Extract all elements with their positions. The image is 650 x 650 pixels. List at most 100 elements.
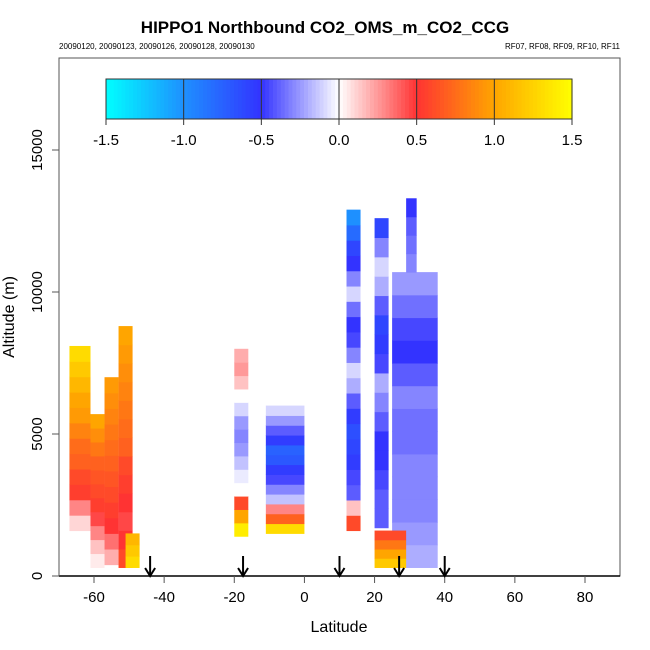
heatmap-cell: [118, 511, 133, 531]
heatmap-cell: [69, 407, 91, 424]
colorbar-swatch: [206, 79, 212, 119]
heatmap-cell: [346, 438, 361, 455]
colorbar-swatch: [513, 79, 519, 119]
colorbar-swatch: [447, 79, 453, 119]
colorbar-swatch: [203, 79, 208, 119]
heatmap-cell: [346, 499, 361, 516]
y-tick-label: 15000: [29, 129, 46, 171]
heatmap-cell: [69, 499, 91, 516]
colorbar-swatch: [261, 79, 266, 119]
colorbar-swatch: [292, 79, 297, 119]
heatmap-cell: [374, 430, 389, 451]
colorbar-swatch: [544, 79, 550, 119]
colorbar-swatch: [498, 79, 503, 119]
heatmap-cell: [374, 450, 389, 471]
heatmap-cell: [346, 347, 361, 363]
colorbar-tick-label: 1.0: [484, 132, 505, 149]
heatmap-cell: [104, 424, 119, 441]
heatmap-cell: [374, 508, 389, 529]
colorbar-swatch: [307, 79, 313, 119]
colorbar-swatch: [191, 79, 196, 119]
colorbar-swatch: [521, 79, 526, 119]
heatmap-cell: [104, 377, 119, 394]
colorbar-swatch: [346, 79, 352, 119]
heatmap-cell: [265, 474, 305, 485]
heatmap-cell: [234, 375, 249, 390]
heatmap-cell: [104, 502, 119, 519]
colorbar-swatch: [280, 79, 286, 119]
colorbar-swatch: [253, 79, 259, 119]
heatmap-cell: [69, 469, 91, 485]
arrow-head: [144, 567, 156, 578]
colorbar-swatch: [471, 79, 476, 119]
heatmap-cell: [265, 405, 305, 416]
colorbar-swatch: [148, 79, 154, 119]
heatmap-cell: [90, 428, 105, 443]
colorbar-swatch: [164, 79, 169, 119]
heatmap-cell: [118, 418, 133, 438]
heatmap-cell: [374, 489, 389, 509]
colorbar-swatch: [257, 79, 262, 119]
colorbar-swatch: [331, 79, 336, 119]
heatmap-cell: [392, 476, 438, 500]
colorbar-swatch: [436, 79, 441, 119]
colorbar-swatch: [455, 79, 460, 119]
colorbar-swatch: [385, 79, 391, 119]
colorbar-swatch: [113, 79, 119, 119]
x-tick-label: 60: [507, 589, 524, 606]
colorbar-swatch: [140, 79, 146, 119]
y-tick-label: 0: [29, 572, 46, 580]
colorbar-swatch: [144, 79, 150, 119]
heatmap-cell: [90, 414, 105, 429]
colorbar-swatch: [432, 79, 437, 119]
heatmap-cell: [90, 553, 105, 568]
colorbar-swatch: [175, 79, 181, 119]
heatmap-cell: [374, 392, 389, 413]
colorbar-swatch: [335, 79, 340, 119]
colorbar-swatch: [389, 79, 394, 119]
heatmap-cell: [265, 415, 305, 426]
colorbar-swatch: [117, 79, 123, 119]
heatmap-cell: [346, 270, 361, 287]
colorbar-swatch: [467, 79, 472, 119]
colorbar-swatch: [537, 79, 542, 119]
colorbar-tick-label: -1.0: [171, 132, 197, 149]
colorbar-swatch: [276, 79, 282, 119]
colorbar-swatch: [195, 79, 200, 119]
heatmap-cell: [392, 294, 438, 319]
heatmap-cell: [118, 437, 133, 457]
colorbar-swatch: [362, 79, 367, 119]
heatmap-cell: [346, 393, 361, 409]
heatmap-cell: [346, 240, 361, 256]
colorbar-swatch: [478, 79, 484, 119]
heatmap-cell: [118, 493, 133, 513]
heatmap-cell: [234, 455, 249, 470]
heatmap-cell: [392, 499, 438, 523]
colorbar-swatch: [234, 79, 239, 119]
colorbar-swatch: [168, 79, 173, 119]
heatmap-cell: [374, 549, 407, 559]
heatmap-cell: [104, 408, 119, 425]
heatmap-cell: [265, 425, 305, 436]
heatmap-cell: [392, 317, 438, 341]
heatmap-cell: [374, 411, 389, 432]
colorbar-swatch: [405, 79, 410, 119]
heatmap-cell: [374, 276, 389, 297]
y-ticks: 0 5000 10000 15000: [29, 129, 59, 580]
heatmap-cell: [69, 453, 91, 470]
colorbar-swatch: [393, 79, 398, 119]
heatmap-cell: [125, 533, 140, 546]
y-tick-label: 10000: [29, 271, 46, 313]
colorbar-swatch: [319, 79, 325, 119]
colorbar-swatch: [238, 79, 243, 119]
colorbar-swatch: [323, 79, 328, 119]
colorbar-swatch: [459, 79, 464, 119]
colorbar-swatch: [482, 79, 488, 119]
heatmap-cell: [346, 377, 361, 394]
heatmap-cell: [374, 218, 389, 239]
heatmap-cell: [346, 209, 361, 226]
colorbar-swatch: [490, 79, 495, 119]
heatmap-cell: [118, 363, 133, 383]
chart-title: HIPPO1 Northbound CO2_OMS_m_CO2_CCG: [140, 18, 510, 37]
x-tick-label: 20: [366, 589, 383, 606]
